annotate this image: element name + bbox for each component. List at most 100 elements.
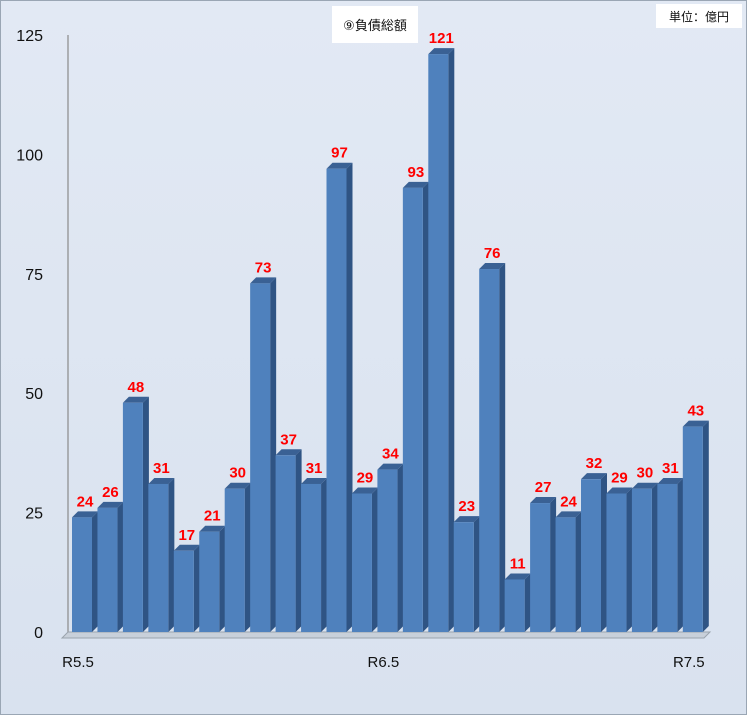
y-tick-label: 75 (25, 267, 43, 284)
bar-front (275, 455, 296, 632)
bar-top (581, 473, 607, 480)
bar-side (92, 511, 98, 632)
data-label: 24 (560, 493, 577, 510)
data-label: 30 (637, 465, 654, 482)
data-label: 93 (408, 164, 425, 181)
bar-side (346, 162, 353, 632)
bar-top (631, 482, 658, 489)
bar-top (173, 544, 200, 551)
bar (326, 162, 353, 632)
bar-front (72, 517, 92, 632)
x-tick-label: R6.5 (368, 654, 400, 671)
bar-side (397, 463, 404, 632)
y-tick-label: 50 (25, 386, 43, 403)
data-label: 21 (204, 508, 221, 525)
bar (377, 463, 404, 632)
bar (581, 473, 607, 632)
bar-front (479, 269, 500, 632)
data-label: 32 (586, 455, 603, 472)
bar (275, 449, 302, 632)
data-label: 97 (331, 145, 348, 162)
data-label: 11 (510, 555, 526, 572)
x-axis-floor (60, 631, 712, 639)
bar (301, 477, 328, 632)
bar-top (301, 477, 328, 484)
bar (122, 396, 149, 632)
bar (453, 516, 480, 632)
bar-side (295, 449, 302, 632)
bar-side (219, 525, 226, 632)
bar-side (575, 511, 582, 632)
bar-side (550, 497, 557, 632)
bar (250, 277, 277, 632)
bar-front (97, 507, 118, 632)
bar-side (168, 477, 175, 632)
bar-front (377, 469, 398, 632)
bar-side (448, 48, 455, 632)
bar-top (250, 277, 277, 284)
bar-front (148, 483, 169, 632)
chart-title: ⑨負債総額 (332, 6, 418, 43)
bar-top (428, 48, 455, 55)
bar-front (657, 483, 678, 632)
data-label: 43 (687, 403, 704, 420)
bar-top (326, 162, 353, 169)
bar-front (326, 168, 347, 632)
data-label: 31 (306, 460, 323, 477)
y-tick-label: 0 (34, 625, 43, 642)
bar-top (682, 420, 709, 427)
bar (479, 263, 506, 632)
data-label: 48 (128, 379, 145, 396)
bar (504, 573, 531, 632)
data-label: 37 (280, 431, 297, 448)
bar-side (270, 277, 277, 632)
x-tick-label: R5.5 (62, 654, 94, 671)
bar (428, 48, 455, 632)
data-label: 34 (382, 446, 399, 463)
data-label: 27 (535, 479, 552, 496)
bar-front (199, 531, 220, 632)
bar (682, 420, 709, 632)
bar-front (173, 550, 194, 632)
data-label: 29 (611, 469, 628, 486)
bar-top (122, 396, 149, 403)
bar-front (428, 54, 449, 632)
bar-top (148, 477, 175, 484)
bar-top (199, 525, 226, 532)
bar (402, 181, 429, 632)
bar-front (250, 283, 271, 632)
tick-labels: 0 25 50 75 100 125 R5.5 R6.5 R7.5 (16, 28, 704, 671)
bar-side (142, 396, 149, 632)
bar-top (72, 511, 98, 518)
bar-top (224, 482, 251, 489)
bar-front (606, 493, 627, 632)
bar-side (193, 544, 200, 632)
data-label: 121 (429, 30, 454, 47)
bar-top (479, 263, 506, 270)
data-labels: 24 26 48 31 17 21 30 73 37 31 97 29 34 93 121 23 76 11 27 2… (77, 30, 704, 572)
bar (657, 477, 684, 632)
bar-top (453, 516, 480, 523)
bar-side (473, 516, 480, 632)
bar-front (301, 483, 322, 632)
bar-front (402, 187, 423, 632)
bar (148, 477, 175, 632)
data-label: 24 (77, 493, 94, 510)
bar-top (275, 449, 302, 456)
bar-front (581, 479, 601, 632)
data-label: 29 (357, 469, 374, 486)
bar (631, 482, 658, 632)
y-tick-label: 125 (16, 28, 43, 45)
bar (530, 497, 557, 632)
bar-side (677, 477, 684, 632)
bar-top (606, 487, 633, 494)
bar-side (524, 573, 531, 632)
bar-side (651, 482, 658, 632)
x-tick-label: R7.5 (673, 654, 705, 671)
bar-side (244, 482, 251, 632)
bar-side (371, 487, 378, 632)
bar-top (555, 511, 582, 518)
bar-front (224, 488, 245, 632)
y-tick-label: 25 (25, 506, 43, 523)
